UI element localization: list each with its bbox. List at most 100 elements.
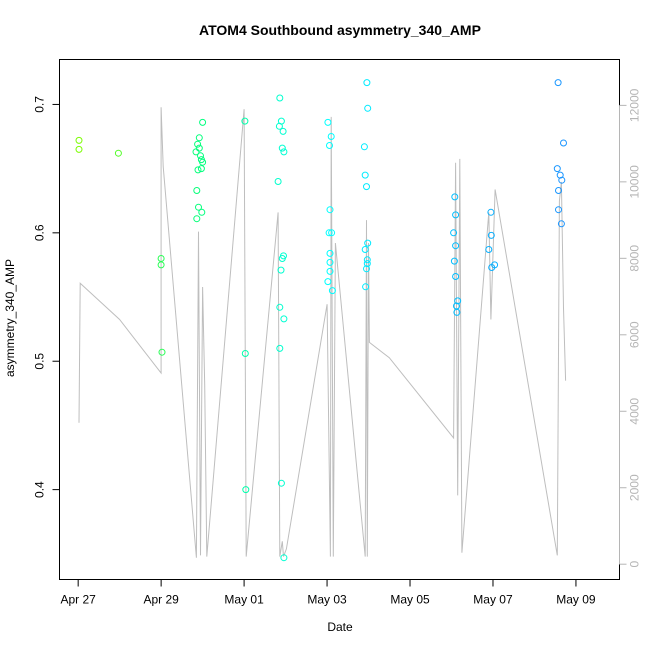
data-point	[450, 257, 458, 265]
y-right-tick-label: 8000	[628, 245, 642, 272]
data-point	[324, 118, 332, 126]
data-point	[453, 308, 461, 316]
x-tick-label: May 03	[307, 593, 347, 607]
data-point	[326, 249, 334, 257]
data-point	[280, 554, 288, 562]
data-point	[555, 187, 562, 194]
data-point	[158, 348, 166, 356]
y-tick-label: 0.7	[33, 96, 47, 113]
data-point	[193, 215, 201, 223]
data-point	[454, 297, 462, 305]
data-point	[360, 143, 368, 151]
data-point	[363, 260, 371, 268]
data-point	[326, 258, 334, 266]
data-point	[363, 265, 370, 273]
chart-title: ATOM4 Southbound asymmetry_340_AMP	[199, 22, 481, 38]
data-point	[558, 176, 566, 184]
data-point	[276, 303, 284, 311]
data-point	[199, 118, 207, 126]
x-tick-label: Apr 27	[60, 593, 96, 607]
data-point	[198, 208, 206, 216]
data-point	[280, 315, 288, 323]
data-point	[553, 165, 561, 173]
data-point	[157, 261, 165, 269]
y-right-tick-label: 12000	[628, 88, 642, 122]
data-point	[325, 229, 333, 237]
data-point	[280, 148, 288, 156]
data-point	[114, 149, 122, 157]
data-point	[363, 256, 371, 264]
data-point	[364, 104, 372, 112]
data-point	[195, 203, 202, 211]
data-point	[491, 261, 499, 269]
plot-frame	[59, 59, 620, 580]
right-axis-series-line	[78, 107, 567, 558]
data-point	[277, 266, 285, 274]
x-tick-label: Apr 29	[143, 593, 179, 607]
data-point	[326, 267, 334, 275]
series-line	[78, 107, 567, 558]
data-point	[361, 246, 369, 253]
data-point	[485, 246, 493, 253]
data-point	[452, 273, 460, 280]
data-point	[199, 158, 207, 166]
y-right-tick-label: 4000	[628, 398, 642, 425]
data-point	[194, 140, 202, 148]
x-tick-label: May 07	[473, 593, 513, 607]
data-point	[75, 145, 83, 153]
data-point	[195, 134, 203, 142]
y-tick-label: 0.6	[33, 224, 47, 241]
data-point	[361, 171, 369, 179]
data-point	[363, 79, 371, 87]
x-tick-label: May 09	[556, 593, 596, 607]
data-point	[194, 166, 202, 174]
data-point	[326, 206, 334, 214]
data-point	[362, 283, 370, 291]
y-right-tick-label: 6000	[628, 321, 642, 348]
data-point	[195, 144, 203, 152]
data-point	[276, 94, 284, 102]
y-tick-label: 0.5	[33, 353, 47, 370]
y-axis: 0.4 0.5 0.6 0.7	[33, 96, 60, 498]
data-point	[450, 229, 458, 237]
data-point	[324, 278, 332, 286]
data-point	[197, 165, 205, 173]
x-tick-label: May 01	[224, 593, 264, 607]
data-point	[274, 178, 282, 185]
data-point	[560, 139, 567, 147]
data-point	[280, 252, 287, 260]
data-point	[277, 117, 285, 125]
data-points	[75, 79, 567, 562]
data-point	[554, 79, 562, 87]
data-point	[452, 242, 460, 250]
data-point	[328, 287, 336, 295]
y-right-tick-label: 0	[628, 561, 642, 568]
data-point	[451, 193, 459, 201]
y-tick-label: 0.4	[33, 481, 47, 498]
data-point	[452, 211, 460, 219]
data-point	[242, 486, 250, 494]
data-point	[276, 344, 284, 352]
y-right-tick-label: 2000	[628, 474, 642, 501]
data-point	[327, 133, 335, 140]
x-axis: Apr 27 Apr 29 May 01 May 03 May 05 May 07 May …	[60, 579, 596, 607]
x-tick-label: May 05	[390, 593, 430, 607]
data-point	[277, 479, 285, 487]
data-point	[326, 142, 333, 149]
data-point	[278, 144, 286, 152]
data-point	[555, 206, 562, 214]
data-point	[364, 239, 372, 247]
x-axis-label: Date	[327, 620, 353, 634]
data-point	[328, 229, 336, 237]
y-axis-right: 0 2000 4000 6000 8000 10000 12000	[619, 88, 642, 568]
data-point	[241, 117, 249, 125]
data-point	[197, 152, 204, 160]
data-point	[75, 136, 83, 144]
y-axis-label: asymmetry_340_AMP	[3, 259, 17, 377]
data-point	[363, 183, 370, 191]
data-point	[487, 208, 495, 216]
data-point	[557, 220, 565, 228]
data-point	[279, 127, 287, 135]
y-right-tick-label: 10000	[628, 165, 642, 199]
